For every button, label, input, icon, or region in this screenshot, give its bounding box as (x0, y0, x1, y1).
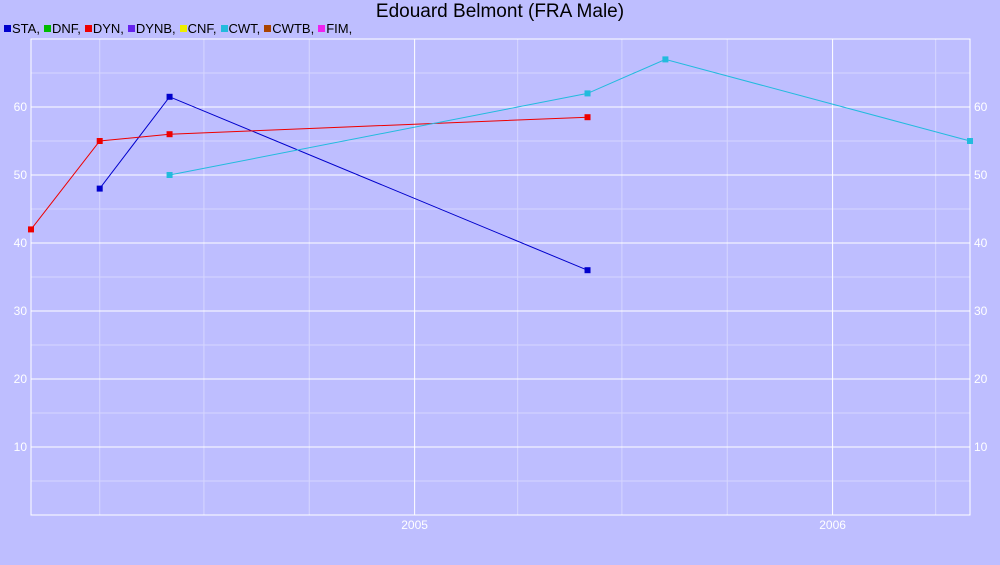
y-tick-label-left: 20 (14, 372, 28, 386)
y-tick-label-left: 10 (14, 440, 28, 454)
legend-swatch (264, 24, 272, 32)
legend-label: CNF, (187, 20, 217, 36)
data-point-cwt (166, 172, 173, 178)
y-tick-label-right: 60 (974, 100, 988, 114)
legend-label: DNF, (51, 20, 81, 36)
chart-title: Edouard Belmont (FRA Male) (375, 1, 625, 22)
legend-label: CWTB, (272, 20, 315, 36)
legend-label: DYNB, (135, 20, 176, 36)
data-point-cwt (584, 90, 591, 97)
y-tick-label-right: 40 (974, 236, 988, 250)
legend-swatch (220, 24, 228, 32)
legend-swatch (4, 24, 11, 32)
y-tick-label-right: 50 (974, 168, 988, 182)
y-tick-label-right: 30 (974, 304, 988, 318)
legend-swatch (84, 24, 92, 32)
data-point-dyn (584, 114, 591, 121)
legend-label: CWT, (228, 20, 261, 36)
legend-swatch (127, 24, 135, 32)
series-line-cwt (169, 58, 971, 176)
y-tick-label-right: 10 (974, 440, 988, 454)
legend-item: DYNB, (127, 20, 180, 36)
y-tick-label-left: 30 (14, 304, 28, 318)
data-point-dyn (96, 138, 103, 144)
y-tick-label-left: 60 (14, 100, 28, 114)
plot-frame (30, 38, 971, 516)
legend-item: DYN, (84, 20, 128, 36)
x-tick-label: 2005 (401, 518, 428, 532)
series-line-dyn (30, 116, 588, 230)
data-point-sta (96, 185, 103, 192)
legend: STA, DNF, DYN, DYNB, CNF, CWT, CWTB, FIM, (4, 20, 356, 36)
y-tick-label-right: 20 (974, 372, 988, 386)
data-point-dyn (166, 131, 173, 138)
y-tick-label-left: 40 (14, 236, 28, 250)
data-point-cwt (662, 56, 669, 63)
legend-label: DYN, (92, 20, 124, 36)
legend-item: CNF, (179, 20, 221, 36)
y-tick-label-left: 50 (14, 168, 28, 182)
legend-item: DNF, (43, 20, 85, 36)
x-tick-label: 2006 (819, 518, 846, 532)
data-point-sta (166, 93, 173, 100)
legend-item: CWT, (220, 20, 265, 36)
legend-item: FIM, (318, 20, 356, 36)
data-point-dyn (28, 226, 34, 233)
legend-item: CWTB, (264, 20, 318, 36)
legend-swatch (318, 24, 326, 32)
legend-label: STA, (12, 20, 40, 36)
data-point-cwt (967, 138, 973, 144)
legend-swatch (179, 24, 187, 32)
series-line-sta (99, 96, 588, 271)
data-point-sta (584, 267, 591, 274)
legend-label: FIM, (326, 20, 353, 36)
legend-item: STA, (4, 20, 44, 36)
legend-swatch (43, 24, 51, 32)
